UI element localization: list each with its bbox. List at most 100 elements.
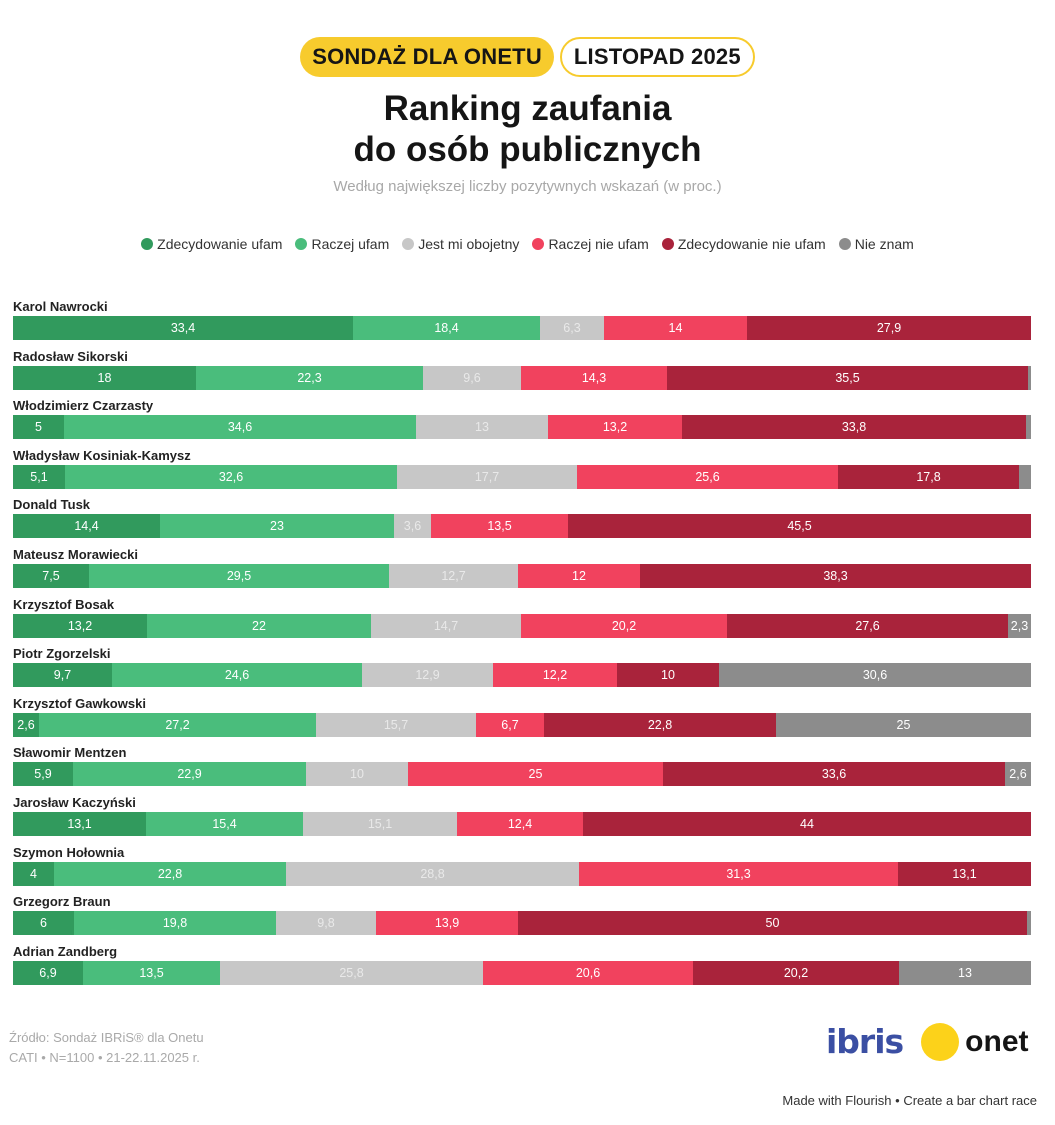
stacked-bar: 13,2 22 14,7 20,2 27,6 2,3 bbox=[13, 613, 1031, 638]
bar-segment: 22,9 bbox=[73, 762, 306, 787]
bar-segment: 9,7 bbox=[13, 663, 112, 688]
bar-segment: 23 bbox=[160, 514, 394, 539]
bar-segment: 3,6 bbox=[394, 514, 431, 539]
legend-label: Raczej nie ufam bbox=[548, 236, 649, 252]
bar-segment: 5 bbox=[13, 415, 64, 440]
chart-subtitle: Według największej liczby pozytywnych ws… bbox=[333, 178, 722, 195]
onet-logo: onet bbox=[921, 1022, 1029, 1061]
row-label: Radosław Sikorski bbox=[13, 348, 128, 364]
chart-title: Ranking zaufania do osób publicznych bbox=[0, 88, 1055, 170]
bar-segment: 13,2 bbox=[548, 415, 682, 440]
chart-row: Szymon Hołownia 4 22,8 28,8 31,3 13,1 bbox=[13, 845, 1031, 895]
bar-segment: 17,7 bbox=[397, 464, 577, 489]
legend-item: Jest mi obojetny bbox=[402, 236, 519, 252]
row-label: Donald Tusk bbox=[13, 497, 91, 513]
chart-row: Radosław Sikorski 18 22,3 9,6 14,3 35,5 bbox=[13, 349, 1031, 399]
bar-segment: 14,7 bbox=[371, 613, 521, 638]
stacked-bar: 18 22,3 9,6 14,3 35,5 bbox=[13, 365, 1031, 390]
bar-segment: 2,6 bbox=[1005, 762, 1031, 787]
bar-segment: 13,1 bbox=[898, 861, 1031, 886]
legend-dot-icon bbox=[532, 238, 545, 250]
onet-circle-icon bbox=[921, 1022, 960, 1061]
legend-label: Nie znam bbox=[854, 236, 914, 252]
bar-segment: 18,4 bbox=[353, 316, 540, 340]
bar-segment: 20,6 bbox=[483, 960, 693, 985]
bar-segment: 10 bbox=[306, 762, 408, 787]
bar-segment: 28,8 bbox=[286, 861, 579, 886]
legend-dot-icon bbox=[295, 238, 308, 250]
bar-segment: 2,6 bbox=[13, 712, 39, 737]
bar-segment: 22,3 bbox=[196, 365, 423, 390]
legend-dot-icon bbox=[838, 238, 851, 250]
bar-segment: 12,2 bbox=[493, 663, 617, 688]
bar-segment: 12 bbox=[518, 563, 640, 588]
bar-segment: 12,4 bbox=[457, 811, 583, 836]
bar-segment bbox=[1027, 911, 1031, 936]
bar-segment: 50 bbox=[518, 911, 1027, 936]
bar-segment: 13,2 bbox=[13, 613, 147, 638]
bar-segment: 25 bbox=[776, 712, 1031, 737]
chart-legend: Zdecydowanie ufam Raczej ufam Jest mi oboj… bbox=[0, 236, 1055, 252]
legend-item: Raczej ufam bbox=[295, 236, 389, 252]
chart-row: Krzysztof Gawkowski 2,6 27,2 15,7 6,7 22,8 25 bbox=[13, 696, 1031, 746]
row-label: Piotr Zgorzelski bbox=[13, 646, 111, 662]
survey-tag: SONDAŻ DLA ONETU bbox=[300, 37, 554, 77]
chart-row: Karol Nawrocki 33,4 18,4 6,3 14 27,9 bbox=[13, 299, 1031, 349]
stacked-bar-chart: Karol Nawrocki 33,4 18,4 6,3 14 27,9 Radosław … bbox=[13, 299, 1031, 993]
bar-segment: 13,5 bbox=[83, 960, 220, 985]
bar-segment: 32,6 bbox=[65, 464, 397, 489]
bar-segment: 22,8 bbox=[54, 861, 286, 886]
chart-row: Donald Tusk 14,4 23 3,6 13,5 45,5 bbox=[13, 497, 1031, 547]
flourish-footer: Made with Flourish • Create a bar chart … bbox=[0, 1093, 1037, 1108]
row-label: Krzysztof Gawkowski bbox=[13, 695, 146, 711]
stacked-bar: 13,1 15,4 15,1 12,4 44 bbox=[13, 811, 1031, 836]
bar-segment: 24,6 bbox=[112, 663, 362, 688]
bar-segment: 2,3 bbox=[1008, 613, 1031, 638]
made-with-flourish-link[interactable]: Made with Flourish bbox=[782, 1093, 892, 1108]
bar-segment: 17,8 bbox=[838, 464, 1019, 489]
bar-segment: 15,1 bbox=[303, 811, 457, 836]
bar-segment: 13,1 bbox=[13, 811, 146, 836]
bar-segment: 13,9 bbox=[376, 911, 518, 936]
stacked-bar: 5,1 32,6 17,7 25,6 17,8 bbox=[13, 464, 1031, 489]
bar-segment: 6,3 bbox=[540, 316, 604, 340]
source-note: Źródło: Sondaż IBRiS® dla Onetu CATI • N… bbox=[9, 1028, 204, 1068]
bar-segment: 34,6 bbox=[64, 415, 416, 440]
row-label: Krzysztof Bosak bbox=[13, 596, 115, 612]
source-line-2: CATI • N=1100 • 21-22.11.2025 r. bbox=[9, 1050, 200, 1065]
chart-row: Jarosław Kaczyński 13,1 15,4 15,1 12,4 44 bbox=[13, 795, 1031, 845]
bar-segment: 4 bbox=[13, 861, 54, 886]
chart-row: Grzegorz Braun 6 19,8 9,8 13,9 50 bbox=[13, 894, 1031, 944]
chart-row: Sławomir Mentzen 5,9 22,9 10 25 33,6 2,6 bbox=[13, 745, 1031, 795]
legend-dot-icon bbox=[402, 238, 415, 250]
row-label: Grzegorz Braun bbox=[13, 894, 111, 910]
create-bar-chart-race-link[interactable]: Create a bar chart race bbox=[903, 1093, 1037, 1108]
legend-item: Nie znam bbox=[838, 236, 914, 252]
bar-segment: 9,6 bbox=[423, 365, 521, 390]
logos: ibris onet bbox=[826, 1022, 1029, 1061]
legend-dot-icon bbox=[141, 238, 154, 250]
bar-segment: 18 bbox=[13, 365, 196, 390]
row-label: Mateusz Morawiecki bbox=[13, 546, 138, 562]
bar-segment: 6 bbox=[13, 911, 74, 936]
bar-segment: 6,7 bbox=[476, 712, 544, 737]
chart-row: Mateusz Morawiecki 7,5 29,5 12,7 12 38,3 bbox=[13, 547, 1031, 597]
bar-segment: 22,8 bbox=[544, 712, 776, 737]
bar-segment: 19,8 bbox=[74, 911, 276, 936]
row-label: Adrian Zandberg bbox=[13, 943, 118, 959]
bar-segment: 12,7 bbox=[389, 563, 518, 588]
bar-segment: 44 bbox=[583, 811, 1031, 836]
date-tag: LISTOPAD 2025 bbox=[559, 37, 755, 77]
bar-segment bbox=[1026, 415, 1031, 440]
bar-segment: 30,6 bbox=[719, 663, 1031, 688]
chart-row: Adrian Zandberg 6,9 13,5 25,8 20,6 20,2 13 bbox=[13, 944, 1031, 994]
bar-segment: 5,9 bbox=[13, 762, 73, 787]
bar-segment: 10 bbox=[617, 663, 719, 688]
bar-segment bbox=[1019, 464, 1031, 489]
chart-row: Włodzimierz Czarzasty 5 34,6 13 13,2 33,8 bbox=[13, 398, 1031, 448]
stacked-bar: 4 22,8 28,8 31,3 13,1 bbox=[13, 861, 1031, 886]
legend-label: Raczej ufam bbox=[311, 236, 390, 252]
bar-segment: 33,8 bbox=[682, 415, 1026, 440]
bar-segment: 25,8 bbox=[220, 960, 483, 985]
stacked-bar: 6 19,8 9,8 13,9 50 bbox=[13, 911, 1031, 936]
